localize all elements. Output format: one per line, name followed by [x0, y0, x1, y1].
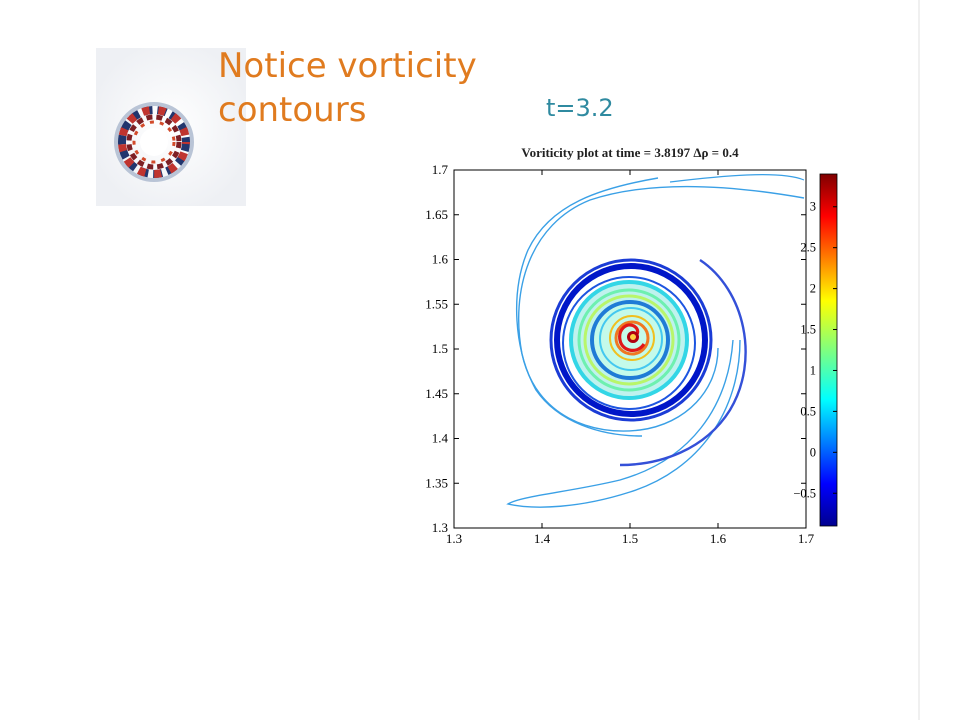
y-tick-label: 1.5: [432, 341, 448, 356]
y-tick-label: 1.6: [432, 252, 449, 267]
cyan-green-layers: [569, 280, 689, 400]
x-tick-label: 1.7: [798, 531, 815, 546]
heading-line-1: Notice vorticity: [218, 46, 477, 86]
colorbar-tick-label: 1.5: [800, 323, 816, 337]
y-tick-label: 1.65: [425, 207, 448, 222]
blue-rings: [549, 258, 747, 467]
slide-edge: [918, 0, 920, 720]
colorbar-tick-label: 1: [810, 363, 816, 377]
x-axis-ticks: 1.3 1.4 1.5 1.6 1.7: [446, 170, 815, 546]
y-tick-label: 1.45: [425, 386, 448, 401]
vorticity-ring-thumbnail: [96, 48, 246, 206]
plot-title: Voriticity plot at time = 3.8197 Δρ = 0.…: [521, 145, 739, 160]
colorbar-tick-label: 3: [810, 200, 816, 214]
colorbar-tick-label: 0: [810, 445, 816, 459]
colorbar-tick-label: 0.5: [800, 404, 816, 418]
colorbar-ticks: 3 2.5 2 1.5 1 0.5 0 −0.5: [793, 200, 837, 500]
vortex-core: [609, 315, 655, 361]
y-tick-label: 1.35: [425, 475, 448, 490]
slide-heading: Notice vorticity contours: [218, 44, 477, 132]
x-tick-label: 1.3: [446, 531, 462, 546]
colorbar-tick-label: 2.5: [800, 241, 816, 255]
y-tick-label: 1.55: [425, 296, 448, 311]
contour-layers: [506, 174, 805, 508]
vorticity-contour-plot: Voriticity plot at time = 3.8197 Δρ = 0.…: [425, 145, 838, 546]
y-axis-ticks: 1.3 1.35 1.4 1.45 1.5 1.55 1.6 1.65 1.7: [425, 162, 806, 535]
time-label: t=3.2: [546, 94, 614, 122]
colorbar-tick-label: 2: [810, 282, 816, 296]
heading-line-2: contours: [218, 90, 367, 130]
y-tick-label: 1.3: [432, 520, 448, 535]
x-tick-label: 1.4: [534, 531, 551, 546]
x-tick-label: 1.6: [710, 531, 727, 546]
colorbar: [819, 173, 838, 527]
y-tick-label: 1.7: [432, 162, 449, 177]
y-tick-label: 1.4: [432, 431, 449, 446]
x-tick-label: 1.5: [622, 531, 638, 546]
colorbar-tick-label: −0.5: [793, 486, 816, 500]
